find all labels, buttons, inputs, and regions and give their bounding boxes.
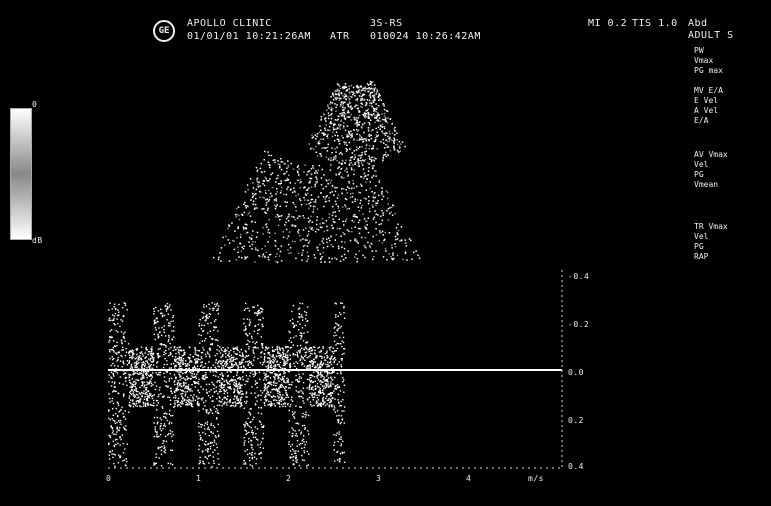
measurement-line: Vel: [694, 160, 709, 169]
date-time: 01/01/01 10:21:26AM: [187, 31, 311, 42]
measurement-block-tr: TR Vmax Vel PG RAP: [694, 222, 728, 262]
time-tick-0: 0: [106, 474, 112, 483]
tib-label: ATR: [330, 31, 350, 42]
measurement-title: AV Vmax: [694, 150, 728, 159]
preset-label: ADULT S: [688, 30, 734, 41]
measurement-line: PG: [694, 170, 704, 179]
measurement-line: PG max: [694, 66, 723, 75]
time-tick-4: 4: [466, 474, 472, 483]
hospital-name: APOLLO CLINIC: [187, 18, 272, 29]
tis-index: TIS 1.0: [632, 18, 678, 29]
velocity-label-1: -0.2: [568, 320, 590, 329]
time-tick-1: 1: [196, 474, 202, 483]
greyscale-bar: [10, 108, 32, 240]
measurement-title: TR Vmax: [694, 222, 728, 231]
velocity-label-4: 0.4: [568, 462, 584, 471]
measurement-line: Vmax: [694, 56, 714, 65]
time-tick-2: 2: [286, 474, 292, 483]
echo-sector: [213, 80, 421, 264]
measurement-line: E/A: [694, 116, 709, 125]
frame-label: Abd: [688, 18, 708, 29]
greyscale-top-label: 0: [32, 100, 38, 109]
greyscale-bottom-label: dB: [32, 236, 43, 245]
measurement-title: PW: [694, 46, 704, 55]
velocity-label-0: -0.4: [568, 272, 590, 281]
velocity-label-2: 0.0: [568, 368, 584, 377]
probe-id: 3S-RS: [370, 18, 403, 29]
ge-logo-icon: GE: [153, 20, 175, 42]
measurement-block-pw: PW Vmax PG max: [694, 46, 723, 76]
mi-index: MI 0.2: [588, 18, 628, 29]
exam-time: 010024 10:26:42AM: [370, 31, 481, 42]
measurement-block-av: AV Vmax Vel PG Vmean: [694, 150, 728, 190]
time-tick-3: 3: [376, 474, 382, 483]
measurement-line: Vmean: [694, 180, 719, 189]
measurement-title: MV E/A: [694, 86, 723, 95]
measurement-line: RAP: [694, 252, 709, 261]
measurement-line: PG: [694, 242, 704, 251]
velocity-unit: m/s: [528, 474, 544, 483]
measurement-line: E Vel: [694, 96, 719, 105]
measurement-block-mv: MV E/A E Vel A Vel E/A: [694, 86, 723, 126]
doppler-spectrum: [108, 302, 346, 468]
measurement-line: A Vel: [694, 106, 719, 115]
measurement-line: Vel: [694, 232, 709, 241]
velocity-label-3: 0.2: [568, 416, 584, 425]
